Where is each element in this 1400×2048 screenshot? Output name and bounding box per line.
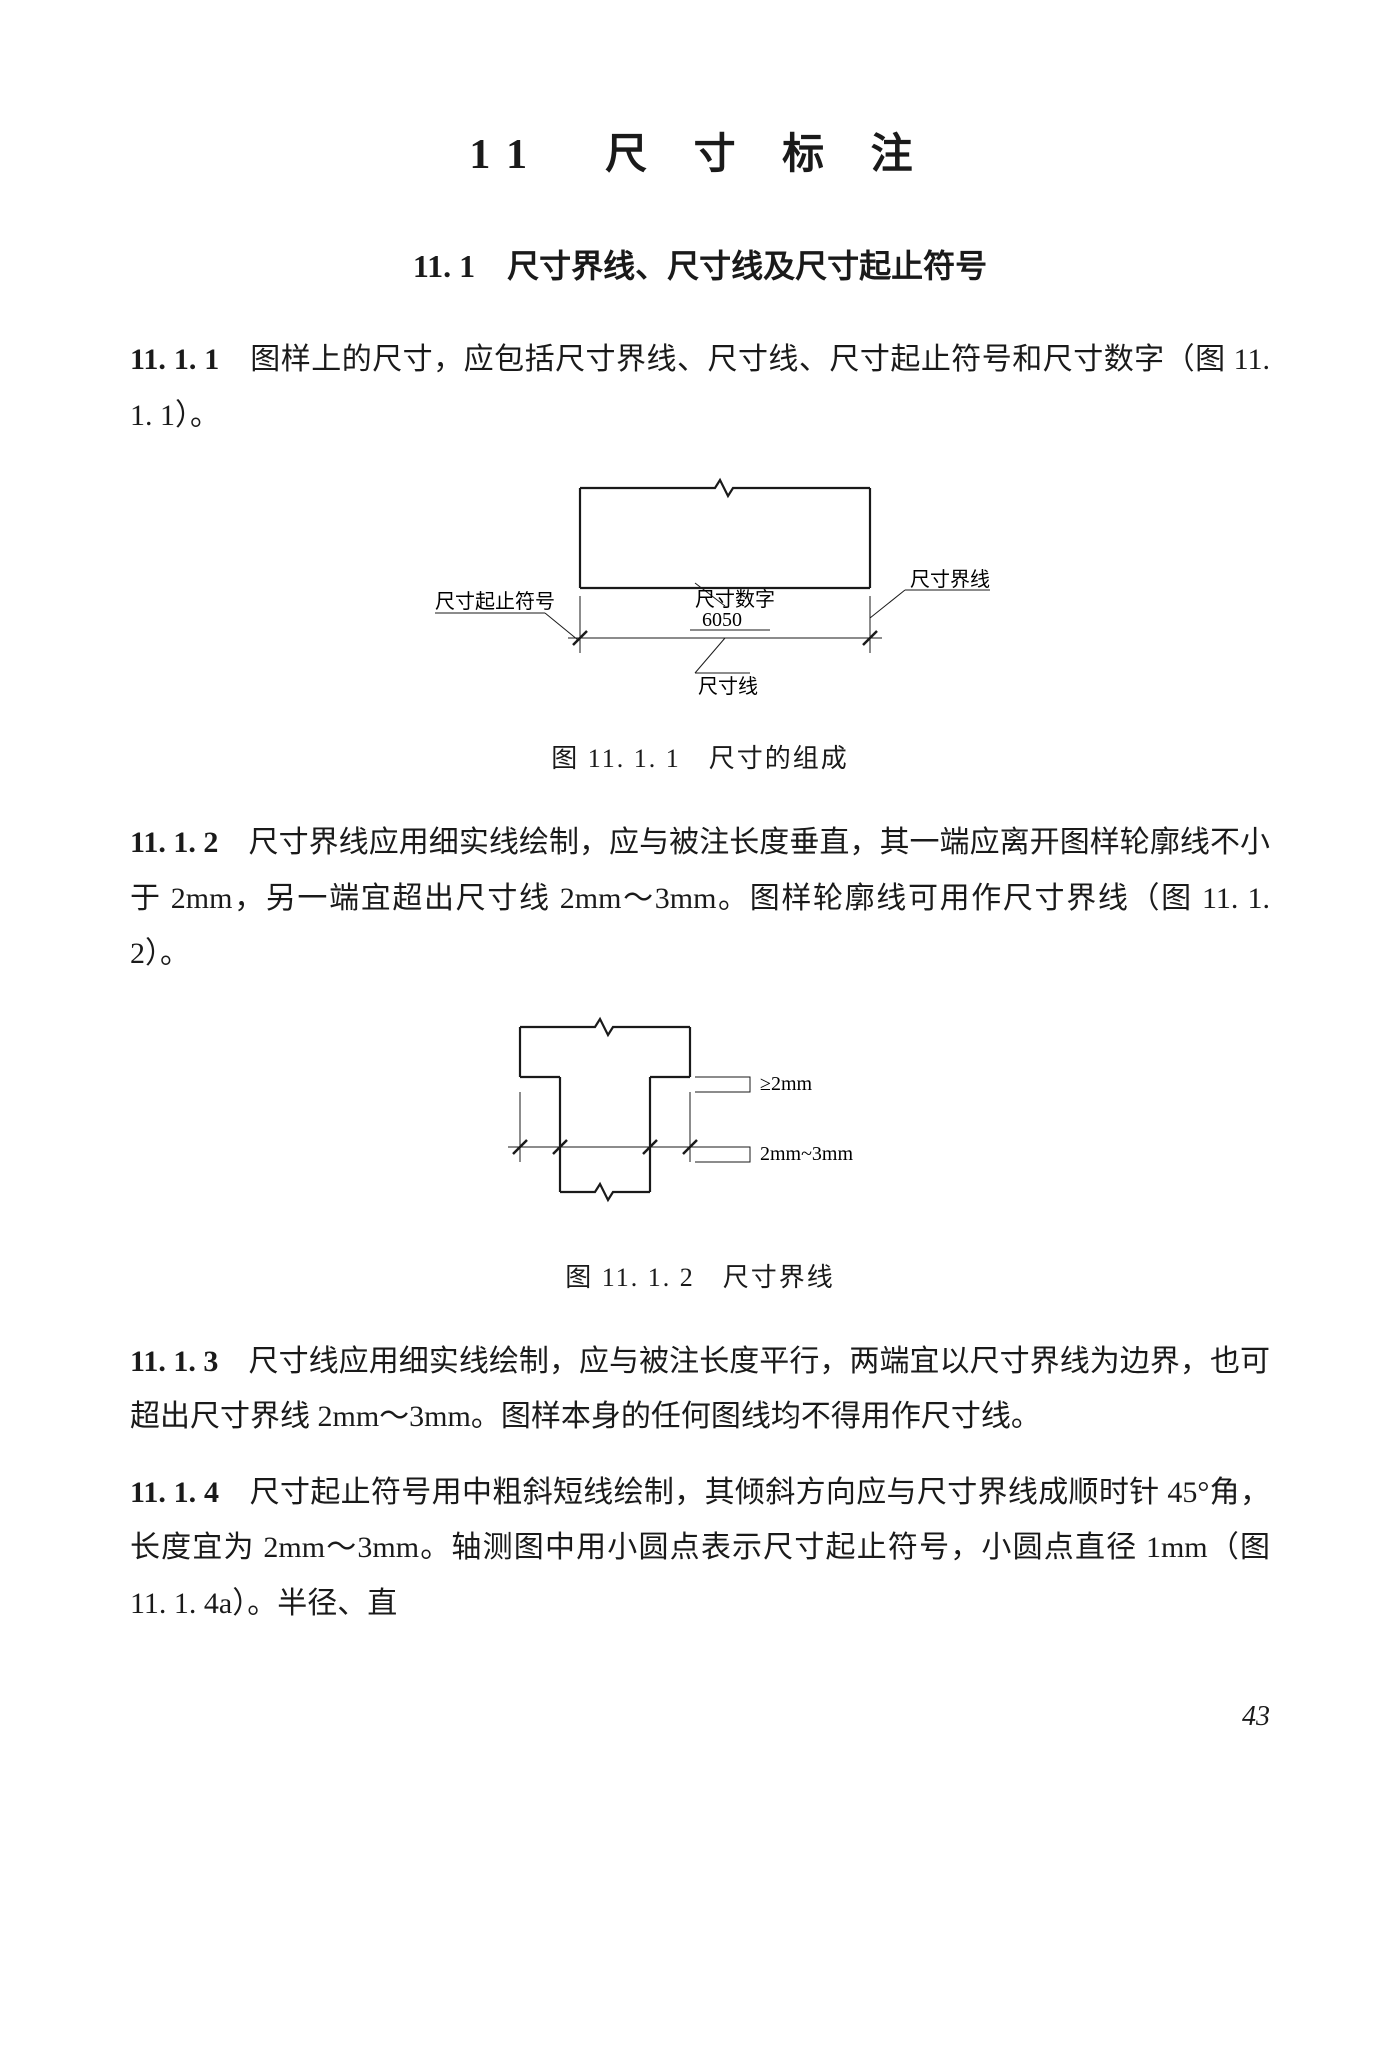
figure-11-1-1-svg: 尺寸起止符号 尺寸数字 6050 尺寸界线 尺寸线 xyxy=(350,468,1050,718)
chapter-name: 尺 寸 标 注 xyxy=(605,132,931,178)
para-text: 尺寸线应用细实线绘制，应与被注长度平行，两端宜以尺寸界线为边界，也可超出尺寸界线… xyxy=(130,1345,1270,1434)
para-number: 11. 1. 4 xyxy=(130,1476,219,1509)
para-number: 11. 1. 1 xyxy=(130,343,219,376)
para-text: 图样上的尺寸，应包括尺寸界线、尺寸线、尺寸起止符号和尺寸数字（图 11. 1. … xyxy=(130,343,1270,432)
paragraph-11-1-1: 11. 1. 1 图样上的尺寸，应包括尺寸界线、尺寸线、尺寸起止符号和尺寸数字（… xyxy=(130,332,1270,443)
chapter-title: 11 尺 寸 标 注 xyxy=(130,120,1270,181)
figure-11-1-1: 尺寸起止符号 尺寸数字 6050 尺寸界线 尺寸线 xyxy=(130,468,1270,723)
figure-11-1-2-svg: ≥2mm 2mm~3mm xyxy=(400,1007,1000,1237)
label-extension: 尺寸界线 xyxy=(910,568,990,591)
figure-11-1-1-caption: 图 11. 1. 1 尺寸的组成 xyxy=(130,738,1270,775)
label-terminator: 尺寸起止符号 xyxy=(435,590,555,613)
paragraph-11-1-3: 11. 1. 3 尺寸线应用细实线绘制，应与被注长度平行，两端宜以尺寸界线为边界… xyxy=(130,1334,1270,1445)
figure-11-1-2-caption: 图 11. 1. 2 尺寸界线 xyxy=(130,1257,1270,1294)
chapter-number: 11 xyxy=(469,132,545,178)
label-number: 尺寸数字 xyxy=(695,588,775,611)
label-value: 6050 xyxy=(702,609,742,631)
paragraph-11-1-4: 11. 1. 4 尺寸起止符号用中粗斜短线绘制，其倾斜方向应与尺寸界线成顺时针 … xyxy=(130,1465,1270,1632)
paragraph-11-1-2: 11. 1. 2 尺寸界线应用细实线绘制，应与被注长度垂直，其一端应离开图样轮廓… xyxy=(130,815,1270,982)
section-name: 尺寸界线、尺寸线及尺寸起止符号 xyxy=(507,248,987,284)
label-overshoot: 2mm~3mm xyxy=(760,1143,853,1165)
para-text: 尺寸起止符号用中粗斜短线绘制，其倾斜方向应与尺寸界线成顺时针 45°角，长度宜为… xyxy=(130,1476,1270,1620)
para-number: 11. 1. 3 xyxy=(130,1345,218,1378)
label-line: 尺寸线 xyxy=(698,675,758,698)
para-number: 11. 1. 2 xyxy=(130,826,218,859)
section-title: 11. 1 尺寸界线、尺寸线及尺寸起止符号 xyxy=(130,241,1270,287)
label-gap: ≥2mm xyxy=(760,1073,813,1095)
figure-11-1-2: ≥2mm 2mm~3mm xyxy=(130,1007,1270,1242)
para-text: 尺寸界线应用细实线绘制，应与被注长度垂直，其一端应离开图样轮廓线不小于 2mm，… xyxy=(130,826,1270,970)
page-number: 43 xyxy=(130,1701,1270,1733)
section-number: 11. 1 xyxy=(413,248,475,284)
